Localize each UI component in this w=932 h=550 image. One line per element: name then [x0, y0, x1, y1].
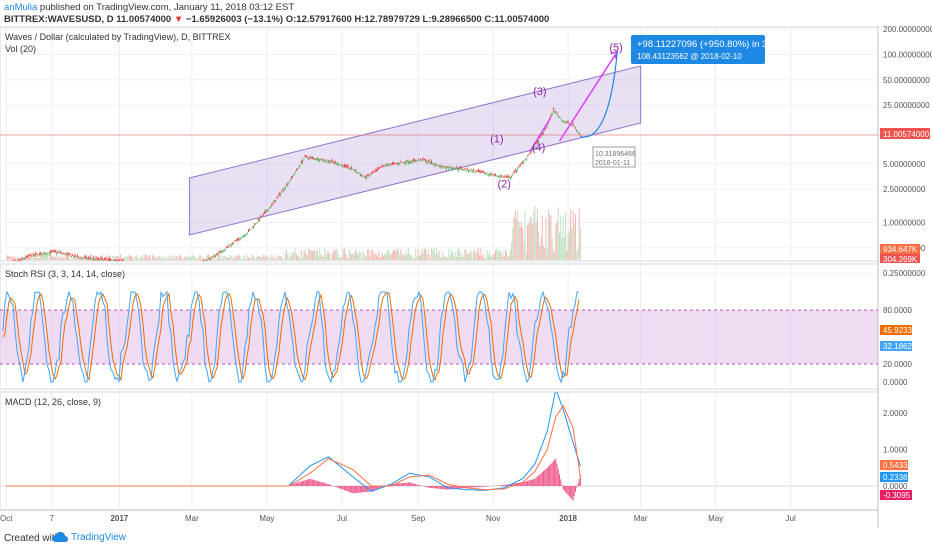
time-tick-label: May [708, 514, 723, 523]
macd-value-3: -0.3095 [883, 491, 911, 500]
macd-axis: 2.0000 1.0000 0.0000 [883, 409, 908, 491]
time-tick-label: Oct [0, 514, 13, 523]
volume-label-2: 304.269K [883, 255, 918, 264]
tradingview-brand[interactable]: TradingView [52, 531, 126, 543]
projection-callout[interactable]: +98.11227096 (+950.80%) in 30d 108.43123… [631, 35, 778, 64]
rsi-tick-label: 20.0000 [883, 360, 912, 369]
last-price: 11.00574000 [116, 14, 172, 25]
time-tick-label: 7 [49, 514, 54, 523]
projection-detail: 108.43123562 @ 2018-02-10 [637, 52, 742, 61]
rsi-value-2: 32.1862 [883, 342, 912, 351]
time-tick-label: Mar [185, 514, 199, 523]
wave-label: (2) [497, 179, 510, 191]
time-tick-label: Mar [634, 514, 648, 523]
volume-tags: 934.647K 304.269K [880, 244, 920, 264]
cursor-date: 2018-01-11 [595, 160, 630, 167]
last-price-label: 11.00574000 [883, 130, 930, 139]
price-tick-label: 100.00000000 [883, 50, 932, 59]
price-tick-label: 50.00000000 [883, 76, 930, 85]
parallel-channel[interactable] [188, 65, 642, 236]
created-with-label: Created with [4, 533, 61, 544]
macd-tick-label: 2.0000 [883, 409, 908, 418]
author-link[interactable]: anMulia [4, 2, 38, 13]
rsi-value-1: 45.9233 [883, 326, 912, 335]
price-tick-label: 200.00000000 [883, 26, 932, 34]
price-candles [12, 107, 581, 261]
rsi-value-tags: 45.9233 32.1862 [880, 325, 912, 351]
cloud-icon [52, 532, 68, 542]
rsi-pane-title: Stoch RSI (3, 3, 14, 14, close) [5, 269, 125, 279]
volume-indicator-label: Vol (20) [5, 44, 36, 54]
time-tick-label: Jul [337, 514, 347, 523]
wave-label: (3) [533, 86, 546, 98]
macd-tick-label: 1.0000 [883, 446, 908, 455]
volume-label-1: 934.647K [883, 245, 918, 254]
macd-pane [0, 391, 879, 511]
macd-value-1: 0.5433 [883, 461, 908, 470]
macd-pane-title: MACD (12, 26, close, 9) [5, 397, 101, 407]
symbol: BITTREX:WAVESUSD, D [4, 14, 114, 25]
time-tick-label: Jul [786, 514, 796, 523]
symbol-line: BITTREX:WAVESUSD, D 11.00574000 ▼ −1.659… [4, 14, 549, 26]
ohlc-values: O:12.57917600 H:12.78979729 L:9.28966500… [285, 14, 550, 25]
price-change: −1.65926003 (−13.1%) [185, 14, 284, 25]
price-tick-label: 0.25000000 [883, 269, 926, 278]
cursor-tooltip: 10.31896466 2018-01-11 [592, 146, 636, 168]
wave-labels: (1) (2) (3) (4) (5) [490, 42, 623, 191]
wave-label: (4) [532, 142, 545, 154]
time-tick-label: 2018 [559, 514, 577, 523]
down-arrow-icon: ▼ [173, 14, 184, 25]
price-tick-label: 25.00000000 [883, 101, 930, 110]
brand-label: TradingView [71, 531, 127, 543]
time-tick-label: May [259, 514, 274, 523]
macd-histogram [289, 458, 581, 501]
publish-info: published on TradingView.com, January 11… [39, 2, 295, 13]
footer: Created with TradingView [0, 528, 932, 550]
projection-text: +98.11227096 (+950.80%) in 30d [637, 39, 778, 50]
macd-value-2: 0.2338 [883, 473, 908, 482]
rsi-k-line [2, 290, 579, 384]
time-tick-label: Nov [486, 514, 500, 523]
chart-canvas[interactable]: (1) (2) (3) (4) (5) +98.11227096 (+950.80%) … [0, 26, 932, 528]
price-tick-label: 1.00000000 [883, 218, 926, 227]
rsi-tick-label: 80.0000 [883, 306, 912, 315]
price-tick-label: 2.50000000 [883, 185, 926, 194]
grid [0, 27, 878, 510]
rsi-tick-label: 0.0000 [883, 378, 908, 387]
macd-value-tags: 0.5433 0.2338 -0.3095 [880, 460, 912, 500]
price-axis: 440.00000000200.00000000100.0000000050.0… [883, 26, 932, 278]
macd-tick-label: 0.0000 [883, 482, 908, 491]
last-price-tag: 11.00574000 [880, 128, 930, 139]
price-tick-label: 5.00000000 [883, 160, 926, 169]
publish-line: anMulia published on TradingView.com, Ja… [4, 2, 294, 14]
time-tick-label: Sep [411, 514, 426, 523]
cursor-price: 10.31896466 [595, 151, 636, 158]
wave-label: (5) [609, 42, 622, 54]
time-axis: Oct 7 2017 Mar May Jul Sep Nov 2018 Mar May Jul [0, 514, 796, 523]
price-pane-title: Waves / Dollar (calculated by TradingVie… [5, 32, 231, 42]
wave-label: (1) [490, 133, 503, 145]
projection-curve [580, 51, 618, 138]
signal-line [6, 404, 581, 491]
volume-bars [5, 205, 581, 260]
chart-header: anMulia published on TradingView.com, Ja… [0, 0, 932, 26]
time-tick-label: 2017 [110, 514, 128, 523]
